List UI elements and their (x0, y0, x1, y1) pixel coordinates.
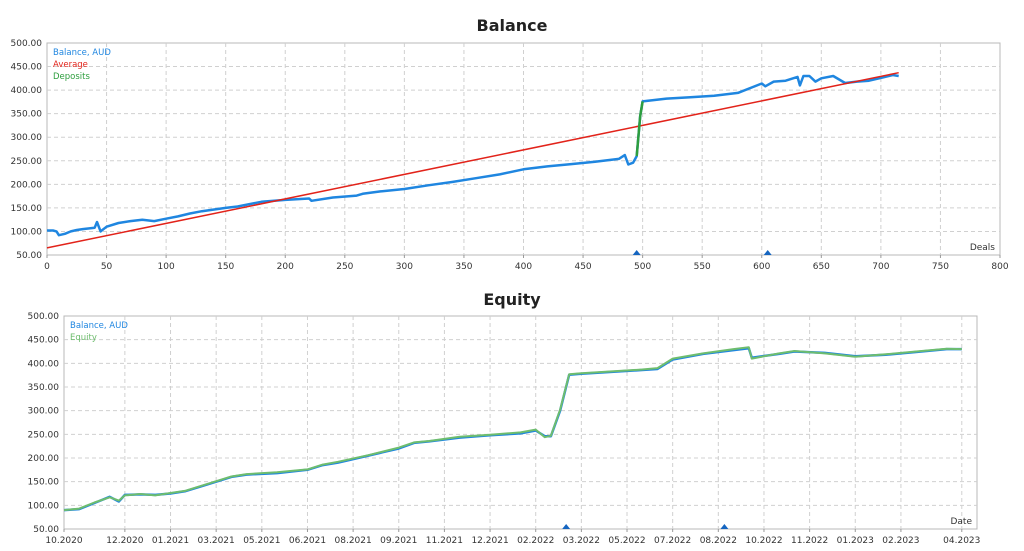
x-axis-label: Deals (970, 243, 995, 253)
series-line-average (46, 71, 899, 249)
y-tick-label: 400.00 (28, 359, 60, 369)
x-tick-label: 550 (694, 262, 711, 270)
series-line-equity (63, 346, 962, 512)
x-tick-label: 10.2020 (45, 536, 82, 546)
legend-entry: Balance, AUD (70, 321, 128, 331)
y-tick-label: 350.00 (11, 110, 43, 120)
x-tick-label: 06.2021 (289, 536, 326, 546)
y-tick-label: 400.00 (11, 86, 43, 96)
x-tick-label: 05.2022 (608, 536, 645, 546)
x-tick-label: 150 (217, 262, 234, 270)
y-tick-label: 50.00 (33, 525, 59, 535)
x-tick-label: 09.2021 (380, 536, 417, 546)
x-axis-label: Date (950, 517, 972, 527)
x-tick-label: 800 (991, 262, 1008, 270)
x-tick-label: 03.2022 (563, 536, 600, 546)
x-tick-label: 700 (872, 262, 889, 270)
y-tick-label: 250.00 (11, 157, 43, 167)
x-tick-label: 350 (455, 262, 472, 270)
x-tick-label: 08.2021 (335, 536, 372, 546)
x-tick-label: 01.2023 (837, 536, 874, 546)
equity-chart-title: Equity (483, 290, 541, 309)
y-tick-label: 50.00 (16, 251, 42, 261)
x-tick-label: 300 (396, 262, 413, 270)
x-tick-label: 0 (44, 262, 50, 270)
balance-chart: Balance 500.00 450.00 400.00 350.00 300.00 25… (0, 0, 1024, 270)
x-tick-label: 01.2021 (152, 536, 189, 546)
x-tick-label: 11.2022 (791, 536, 828, 546)
y-tick-label: 500.00 (11, 39, 43, 49)
event-marker (562, 524, 571, 529)
x-tick-label: 02.2023 (882, 536, 919, 546)
x-tick-label: 750 (932, 262, 949, 270)
x-tick-label: 05.2021 (243, 536, 280, 546)
y-tick-label: 250.00 (28, 430, 60, 440)
series-line-balance-aud (47, 73, 899, 237)
x-tick-label: 200 (277, 262, 294, 270)
x-tick-label: 03.2021 (198, 536, 235, 546)
legend-entry: Average (53, 60, 88, 70)
legend-entry: Equity (70, 333, 97, 343)
legend-entry: Balance, AUD (53, 48, 111, 58)
y-tick-label: 150.00 (28, 478, 60, 488)
y-tick-label: 200.00 (28, 454, 60, 464)
event-marker (632, 250, 641, 255)
series-line-deposits (635, 101, 644, 157)
y-tick-label: 500.00 (28, 312, 60, 322)
x-tick-label: 450 (574, 262, 591, 270)
x-tick-label: 12.2021 (471, 536, 508, 546)
x-tick-label: 600 (753, 262, 770, 270)
x-tick-label: 10.2022 (745, 536, 782, 546)
x-tick-label: 07.2022 (654, 536, 691, 546)
x-tick-label: 12.2020 (106, 536, 143, 546)
y-tick-label: 350.00 (28, 383, 60, 393)
y-tick-label: 100.00 (11, 227, 43, 237)
y-tick-label: 150.00 (11, 204, 43, 214)
event-marker (763, 250, 772, 255)
plot-frame (63, 315, 978, 530)
y-tick-label: 450.00 (28, 336, 60, 346)
x-tick-label: 04.2023 (943, 536, 980, 546)
x-tick-label: 50 (101, 262, 113, 270)
y-tick-label: 450.00 (11, 63, 43, 73)
x-tick-label: 11.2021 (426, 536, 463, 546)
y-tick-label: 300.00 (11, 133, 43, 143)
balance-chart-title: Balance (476, 16, 548, 35)
x-tick-label: 100 (158, 262, 175, 270)
y-tick-label: 300.00 (28, 407, 60, 417)
x-tick-label: 500 (634, 262, 651, 270)
x-tick-label: 08.2022 (700, 536, 737, 546)
y-tick-label: 100.00 (28, 501, 60, 511)
y-tick-label: 200.00 (11, 180, 43, 190)
x-tick-label: 250 (336, 262, 353, 270)
x-tick-label: 02.2022 (517, 536, 554, 546)
legend-entry: Deposits (53, 72, 90, 82)
x-tick-label: 650 (813, 262, 830, 270)
x-tick-label: 400 (515, 262, 532, 270)
balance-chart-svg: 500.00 450.00 400.00 350.00 300.00 250.00 200.… (11, 39, 1009, 270)
event-marker (720, 524, 729, 529)
